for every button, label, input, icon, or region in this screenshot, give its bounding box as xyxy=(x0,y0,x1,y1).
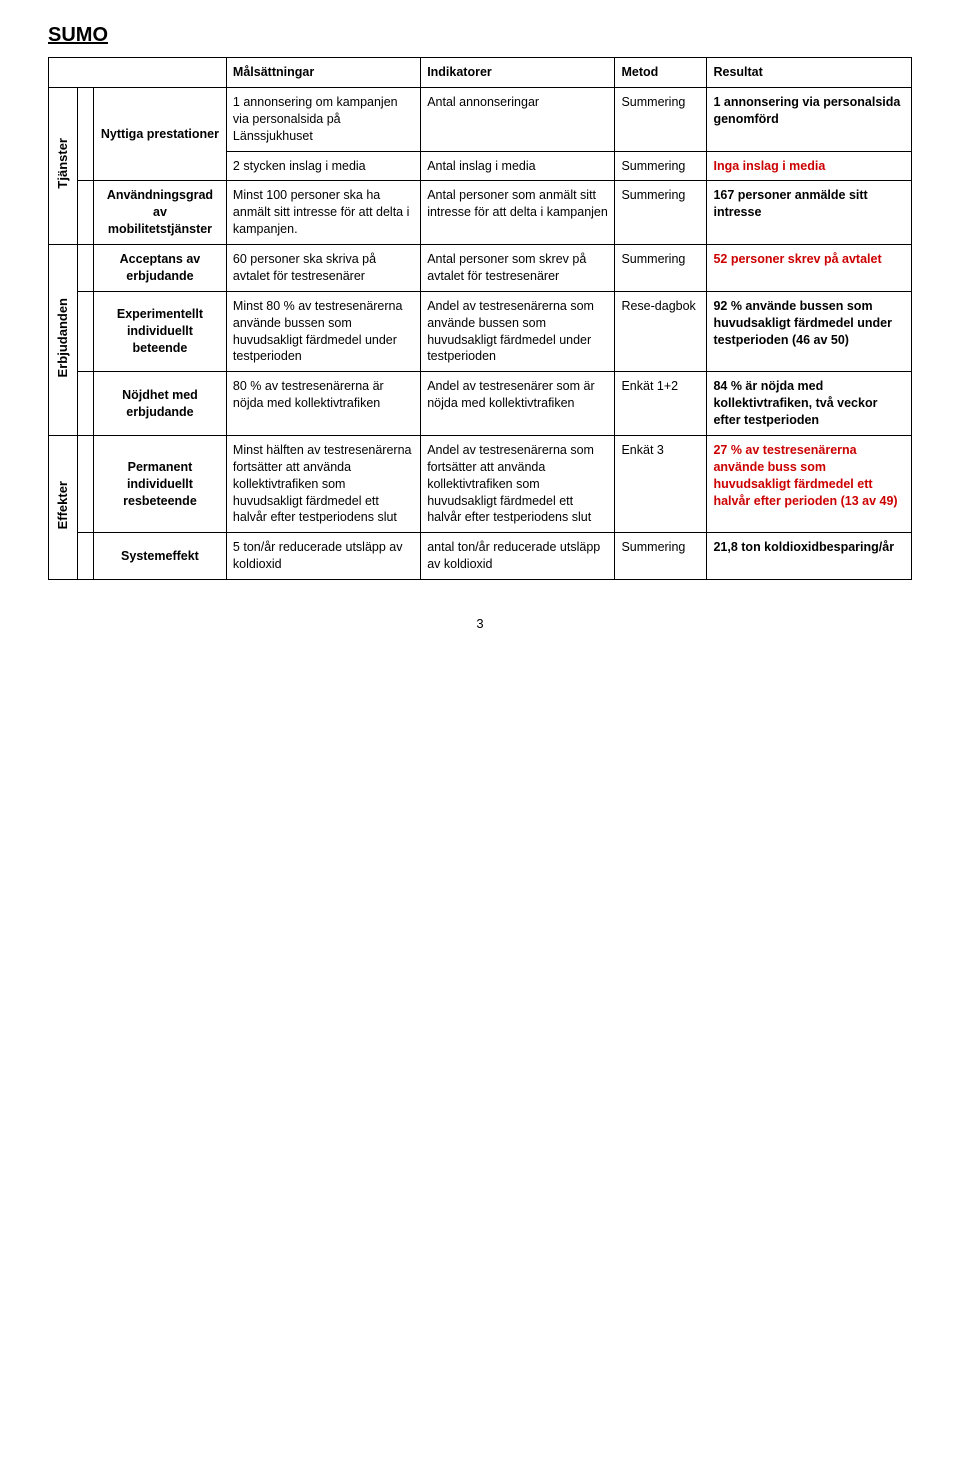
blank-cell xyxy=(77,87,93,181)
result-text: 52 personer skrev på avtalet xyxy=(713,252,881,266)
table-row: Användningsgrad av mobilitetstjänster Mi… xyxy=(49,181,912,245)
result-text: 167 personer anmälde sitt intresse xyxy=(713,188,867,219)
blank-cell xyxy=(77,533,93,580)
header-result: Resultat xyxy=(707,58,912,88)
cell-method: Rese-dagbok xyxy=(615,291,707,372)
header-indicators: Indikatorer xyxy=(421,58,615,88)
cell-goal: 80 % av testresenärerna är nöjda med kol… xyxy=(226,372,420,436)
result-text: 21,8 ton koldioxidbesparing/år xyxy=(713,540,894,554)
result-text: 27 % av testresenärerna använde buss som… xyxy=(713,443,897,508)
row-label-permanent: Permanent individuellt resbeteende xyxy=(93,435,226,532)
cell-result: 167 personer anmälde sitt intresse xyxy=(707,181,912,245)
cell-result: 1 annonsering via personalsida genomförd xyxy=(707,87,912,151)
side-label-services: Tjänster xyxy=(49,87,78,244)
table-row: Effekter Permanent individuellt resbetee… xyxy=(49,435,912,532)
cell-result: 84 % är nöjda med kollektivtrafiken, två… xyxy=(707,372,912,436)
row-label-system: Systemeffekt xyxy=(93,533,226,580)
page-number: 3 xyxy=(48,616,912,631)
cell-goal: Minst 80 % av testresenärerna använde bu… xyxy=(226,291,420,372)
cell-method: Enkät 3 xyxy=(615,435,707,532)
cell-method: Summering xyxy=(615,181,707,245)
table-row: Systemeffekt 5 ton/år reducerade utsläpp… xyxy=(49,533,912,580)
row-label-acceptans: Acceptans av erbjudande xyxy=(93,245,226,292)
page: SUMO Målsättningar Indikatorer Metod Res… xyxy=(0,0,960,671)
cell-result: 52 personer skrev på avtalet xyxy=(707,245,912,292)
cell-goal: 1 annonsering om kampanjen via personals… xyxy=(226,87,420,151)
cell-indicator: antal ton/år reducerade utsläpp av koldi… xyxy=(421,533,615,580)
blank-cell xyxy=(77,291,93,372)
cell-goal: 60 personer ska skriva på avtalet för te… xyxy=(226,245,420,292)
row-label-nyttiga: Nyttiga prestationer xyxy=(93,87,226,181)
cell-indicator: Antal annonseringar xyxy=(421,87,615,151)
cell-method: Summering xyxy=(615,245,707,292)
cell-indicator: Antal personer som skrev på avtalet för … xyxy=(421,245,615,292)
header-goals: Målsättningar xyxy=(226,58,420,88)
blank-cell xyxy=(77,245,93,292)
cell-result: 27 % av testresenärerna använde buss som… xyxy=(707,435,912,532)
table-header-row: Målsättningar Indikatorer Metod Resultat xyxy=(49,58,912,88)
table-row: Erbjudanden Acceptans av erbjudande 60 p… xyxy=(49,245,912,292)
cell-indicator: Antal inslag i media xyxy=(421,151,615,181)
header-empty xyxy=(49,58,227,88)
cell-method: Summering xyxy=(615,151,707,181)
blank-cell xyxy=(77,181,93,245)
cell-method: Summering xyxy=(615,533,707,580)
header-method: Metod xyxy=(615,58,707,88)
cell-result: Inga inslag i media xyxy=(707,151,912,181)
table-row: Tjänster Nyttiga prestationer 1 annonser… xyxy=(49,87,912,151)
cell-indicator: Antal personer som anmält sitt intresse … xyxy=(421,181,615,245)
result-text: 1 annonsering via personalsida genomförd xyxy=(713,95,900,126)
cell-goal: 5 ton/år reducerade utsläpp av koldioxid xyxy=(226,533,420,580)
side-label-offers-text: Erbjudanden xyxy=(54,298,72,377)
cell-indicator: Andel av testresenärerna som använde bus… xyxy=(421,291,615,372)
result-text: Inga inslag i media xyxy=(713,159,825,173)
cell-result: 21,8 ton koldioxidbesparing/år xyxy=(707,533,912,580)
side-label-effects: Effekter xyxy=(49,435,78,579)
table-row: Experimentellt individuellt beteende Min… xyxy=(49,291,912,372)
side-label-services-text: Tjänster xyxy=(54,138,72,189)
blank-cell xyxy=(77,372,93,436)
result-text: 92 % använde bussen som huvudsakligt fär… xyxy=(713,299,892,347)
cell-method: Enkät 1+2 xyxy=(615,372,707,436)
page-title: SUMO xyxy=(48,24,912,47)
blank-cell xyxy=(77,435,93,532)
result-text: 84 % är nöjda med kollektivtrafiken, två… xyxy=(713,379,877,427)
sumo-table: Målsättningar Indikatorer Metod Resultat… xyxy=(48,57,912,580)
table-row: Nöjdhet med erbjudande 80 % av testresen… xyxy=(49,372,912,436)
cell-indicator: Andel av testresenärerna som fortsätter … xyxy=(421,435,615,532)
row-label-experiment: Experimentellt individuellt beteende xyxy=(93,291,226,372)
cell-result: 92 % använde bussen som huvudsakligt fär… xyxy=(707,291,912,372)
cell-goal: Minst hälften av testresenärerna fortsät… xyxy=(226,435,420,532)
cell-goal: Minst 100 personer ska ha anmält sitt in… xyxy=(226,181,420,245)
row-label-anvandning: Användningsgrad av mobilitetstjänster xyxy=(93,181,226,245)
cell-method: Summering xyxy=(615,87,707,151)
cell-indicator: Andel av testresenärer som är nöjda med … xyxy=(421,372,615,436)
side-label-effects-text: Effekter xyxy=(54,481,72,529)
side-label-offers: Erbjudanden xyxy=(49,245,78,436)
row-label-nojdhet: Nöjdhet med erbjudande xyxy=(93,372,226,436)
cell-goal: 2 stycken inslag i media xyxy=(226,151,420,181)
